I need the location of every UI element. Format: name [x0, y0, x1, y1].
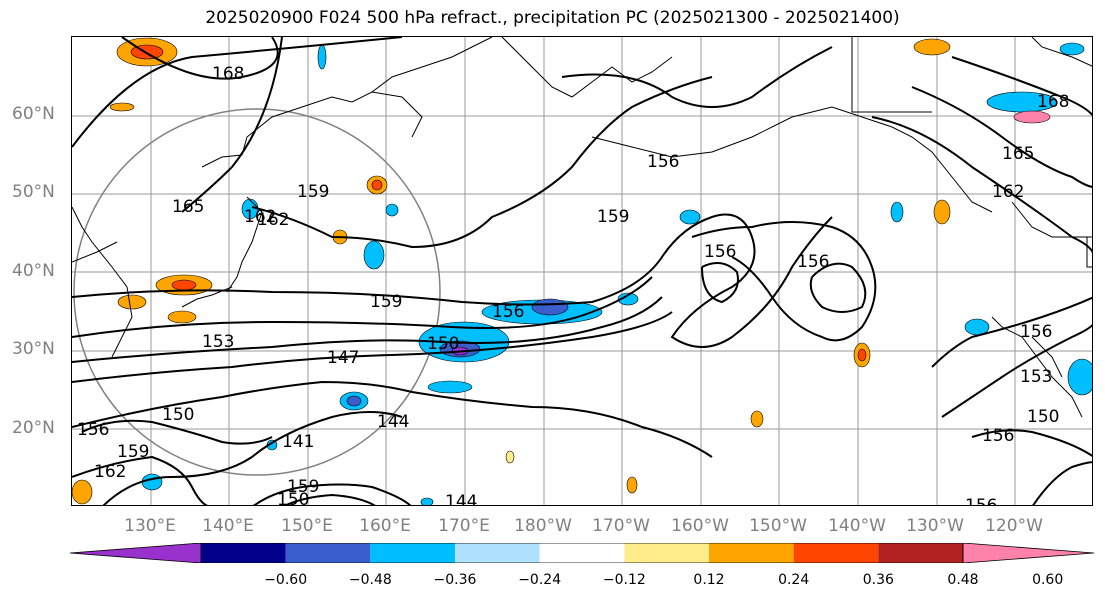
contour-label: 159 [297, 182, 329, 202]
contour-label: 153 [202, 332, 234, 352]
contour-label: 150 [427, 334, 459, 354]
map-svg: 168 165 162 159 159 159 156 156 156 156 … [72, 37, 1092, 506]
lon-label: 130°E [124, 516, 176, 536]
contour-label: 159 [117, 442, 149, 462]
colorbar-segment [201, 543, 286, 563]
colorbar-segment [624, 543, 709, 563]
contour-label: 156 [492, 302, 524, 322]
lon-label: 150°W [749, 516, 807, 536]
map-panel: 168 165 162 159 159 159 156 156 156 156 … [71, 36, 1093, 506]
colorbar-segment [539, 543, 625, 563]
contour-label: 144 [445, 492, 477, 506]
contour-label: 150 [1027, 407, 1059, 427]
contour-label: 147 [327, 348, 359, 368]
colorbar-segment [370, 543, 455, 563]
contour-label: 159 [287, 477, 319, 497]
chart-title: 2025020900 F024 500 hPa refract., precip… [205, 8, 900, 28]
lat-label: 50°N [12, 182, 55, 202]
colorbar-tick-label: 0.12 [693, 572, 725, 588]
contour-label: 156 [1020, 322, 1052, 342]
contour-label: 168 [212, 64, 244, 84]
lat-label: 60°N [12, 104, 55, 124]
contour-label: 159 [370, 292, 402, 312]
lon-label: 150°E [281, 516, 333, 536]
colorbar-tick-label: −0.36 [433, 572, 477, 588]
contour-label: 153 [1020, 367, 1052, 387]
contour-label: 156 [797, 252, 829, 272]
colorbar-segment [455, 543, 540, 563]
colorbar-segment [793, 543, 879, 563]
colorbar-segment [878, 543, 963, 563]
contour-label: 156 [647, 152, 679, 172]
lon-label: 160°W [671, 516, 729, 536]
lon-label: 120°W [985, 516, 1043, 536]
lon-label: 170°E [438, 516, 490, 536]
lat-label: 40°N [12, 261, 55, 281]
colorbar-tick-label: −0.48 [348, 572, 392, 588]
lon-label: 140°E [202, 516, 254, 536]
lon-label: 170°W [592, 516, 650, 536]
contour-labels: 168 165 162 159 159 159 156 156 156 156 … [77, 64, 1069, 506]
colorbar-tick-label: 0.24 [778, 572, 810, 588]
colorbar-segment [285, 543, 371, 563]
coastlines [72, 37, 1092, 418]
contour-label: 162 [992, 182, 1024, 202]
colorbar-tick-label: 0.36 [862, 572, 894, 588]
lon-label: 160°E [359, 516, 411, 536]
contour-label: 159 [597, 207, 629, 227]
colorbar-segment [709, 543, 794, 563]
colorbar [70, 543, 1094, 563]
colorbar-tick-label: 0.60 [1032, 572, 1064, 588]
contour-label: 156 [982, 426, 1014, 446]
contour-label: 150 [277, 490, 309, 506]
refractivity-contours [72, 37, 1092, 505]
lat-label: 30°N [12, 339, 55, 359]
contour-label: 162 [94, 462, 126, 482]
colorbar-tick-label: −0.24 [518, 572, 562, 588]
colorbar-border [200, 543, 964, 563]
contour-label: 144 [377, 412, 409, 432]
lon-label: 180°W [514, 516, 572, 536]
contour-label: 141 [282, 432, 314, 452]
lon-label: 130°W [906, 516, 964, 536]
colorbar-extend-low [70, 543, 202, 563]
colorbar-extend-high [962, 543, 1094, 563]
contour-label: 162 [257, 210, 289, 230]
colorbar-tick-label: 0.48 [947, 572, 979, 588]
contour-label: 162 [244, 207, 276, 227]
lat-label: 20°N [12, 418, 55, 438]
graticule [72, 37, 1092, 505]
contour-label: 168 [1037, 92, 1069, 112]
contour-label: 156 [77, 420, 109, 440]
contour-label: 156 [704, 242, 736, 262]
colorbar-tick-label: −0.12 [602, 572, 646, 588]
contour-label: 156 [965, 496, 997, 506]
contour-label: 165 [1002, 144, 1034, 164]
contour-label: 165 [172, 197, 204, 217]
region-circle [73, 108, 441, 476]
lon-label: 140°W [828, 516, 886, 536]
colorbar-tick-label: −0.60 [264, 572, 308, 588]
contour-label: 150 [162, 405, 194, 425]
